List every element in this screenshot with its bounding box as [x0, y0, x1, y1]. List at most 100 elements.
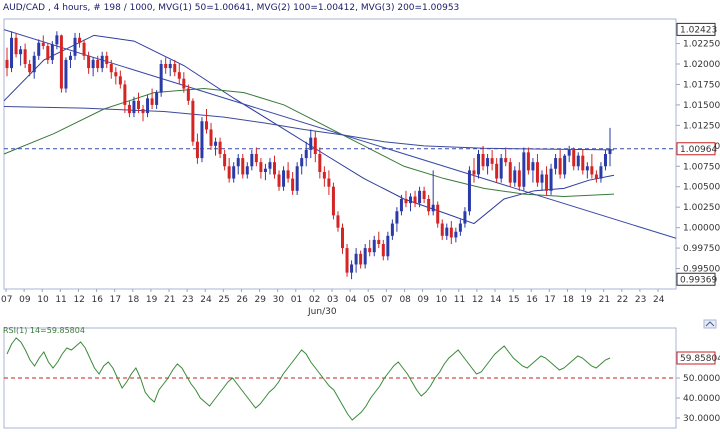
candle	[164, 57, 168, 74]
candle	[490, 149, 494, 171]
ma-line-1	[3, 34, 615, 225]
rsi-layer	[4, 337, 676, 421]
rsi-y-tick-label: 50.00000	[683, 374, 720, 384]
candle	[59, 34, 63, 93]
candle	[418, 186, 422, 208]
candle	[186, 84, 190, 105]
candle	[563, 154, 567, 179]
candle	[554, 154, 558, 175]
x-tick-label: 17	[544, 295, 555, 305]
y-tick-label: 1.00750	[683, 162, 720, 172]
x-tick-label: 07	[381, 295, 392, 305]
candle	[37, 39, 41, 60]
candle	[150, 88, 154, 109]
candle	[227, 158, 231, 183]
x-tick-label: 14	[490, 295, 502, 305]
candle	[268, 158, 272, 175]
candle	[259, 158, 263, 179]
candle	[295, 162, 299, 195]
x-tick-label: 26	[236, 295, 248, 305]
candle	[390, 219, 394, 240]
candle	[28, 59, 32, 77]
candle	[218, 137, 222, 159]
candle	[363, 244, 367, 269]
candle	[64, 57, 68, 93]
x-tick-label: 07	[1, 295, 12, 305]
candle	[517, 162, 521, 191]
candle	[82, 39, 86, 60]
x-tick-label: 08	[399, 295, 411, 305]
candle	[41, 35, 45, 50]
candle	[581, 149, 585, 175]
candle	[436, 201, 440, 228]
candle	[105, 51, 109, 69]
candle	[282, 166, 286, 191]
candle	[531, 158, 535, 183]
candle	[535, 154, 539, 187]
candle	[486, 154, 490, 175]
x-tick-label: 24	[200, 295, 212, 305]
candle	[78, 32, 82, 48]
x-tick-label: 16	[92, 295, 104, 305]
candle	[331, 182, 335, 220]
price-label-high: 1.02423	[676, 22, 717, 36]
candle	[404, 190, 408, 208]
rsi-y-tick-label: 40.00000	[683, 394, 720, 404]
x-tick-label: 18	[128, 295, 140, 305]
trendline	[3, 29, 677, 239]
chart-title: AUD/CAD , 4 hours, # 198 / 1000, MVG(1) …	[3, 3, 459, 13]
y-tick-label: 1.02250	[683, 40, 720, 50]
candle	[522, 147, 526, 191]
y-tick-label: 0.99750	[683, 244, 720, 254]
candle	[19, 46, 23, 66]
candle	[585, 162, 589, 179]
x-tick-label: 29	[255, 295, 267, 305]
y-tick-label: 1.00250	[683, 203, 720, 213]
candle	[209, 122, 213, 150]
rsi-labels: 59.85804	[676, 351, 720, 365]
x-tick-label: 24	[653, 295, 665, 305]
candle	[55, 31, 59, 50]
svg-text:59.85804: 59.85804	[680, 354, 720, 364]
candle	[313, 131, 317, 163]
candle	[214, 137, 218, 156]
y-tick-label: 0.99500	[683, 265, 720, 275]
candle	[254, 147, 258, 167]
x-tick-label: 15	[508, 295, 519, 305]
price-label-current: 1.00964	[676, 142, 717, 156]
candle	[413, 190, 417, 208]
candle	[345, 244, 349, 277]
candle	[372, 235, 376, 257]
collapse-icon[interactable]	[703, 319, 717, 329]
candle	[567, 145, 571, 163]
candle	[304, 141, 308, 167]
candle	[277, 170, 281, 191]
candle	[155, 90, 159, 109]
candle	[526, 147, 530, 175]
candle	[386, 231, 390, 261]
candle	[399, 194, 403, 216]
x-tick-label: 19	[146, 295, 158, 305]
rsi-y-axis: 50.00000 40.00000 30.00000	[676, 374, 720, 424]
candle	[100, 51, 104, 73]
x-tick-label: 10	[37, 295, 49, 305]
candle	[87, 51, 91, 74]
svg-text:0.99369: 0.99369	[680, 275, 717, 285]
candle	[608, 127, 612, 167]
candle	[504, 147, 508, 167]
candle	[272, 155, 276, 179]
x-tick-label: 22	[617, 295, 628, 305]
candle	[427, 194, 431, 216]
candle	[603, 149, 607, 171]
rsi-line	[6, 337, 611, 421]
candle	[368, 239, 372, 257]
x-tick-label: 16	[526, 295, 538, 305]
x-tick-label: 25	[218, 295, 229, 305]
rsi-title: RSI(1) 14=59.85804	[3, 326, 85, 335]
candle	[599, 162, 603, 183]
x-tick-label: 17	[110, 295, 121, 305]
candle	[241, 154, 245, 179]
candle	[50, 41, 54, 64]
x-tick-label: 23	[182, 295, 193, 305]
candle	[558, 149, 562, 179]
